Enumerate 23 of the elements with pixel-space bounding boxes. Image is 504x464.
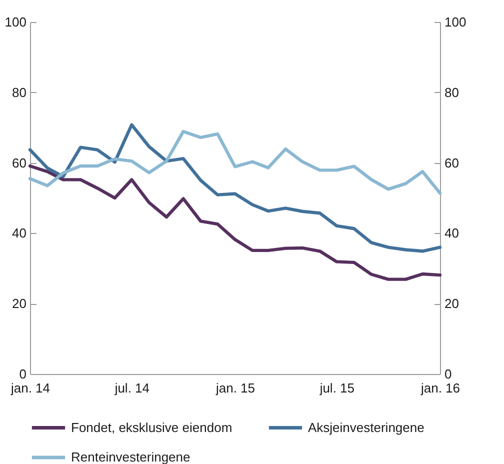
x-tick-label: jan. 16 [420,380,460,396]
x-tick-label: jul. 15 [318,380,355,396]
y2-tick-label: 40 [444,226,459,241]
y-tick-label: 80 [12,84,26,100]
x-tick-label: jul. 14 [114,380,150,396]
y2-tick-label: 60 [444,155,459,170]
y-tick-label: 60 [12,155,26,170]
y-tick-label: 40 [12,226,26,241]
legend-label: Fondet, eksklusive eiendom [71,420,232,435]
y2-tick-label: 0 [444,366,452,382]
y-tick-label: 20 [12,296,26,312]
y2-tick-label: 20 [444,296,459,312]
x-tick-label: jan. 15 [214,380,256,396]
legend-label: Renteinvesteringene [71,450,190,464]
line-series [28,164,442,281]
x-tick-label: jan. 14 [10,380,50,396]
line-series [28,123,442,253]
y-tick-label: 100 [4,14,26,30]
y2-tick-label: 100 [444,14,466,30]
y-tick-label: 0 [19,366,26,382]
y2-tick-label: 80 [444,84,459,100]
legend-label: Aksjeinvesteringene [308,420,424,435]
line-series [28,130,442,195]
